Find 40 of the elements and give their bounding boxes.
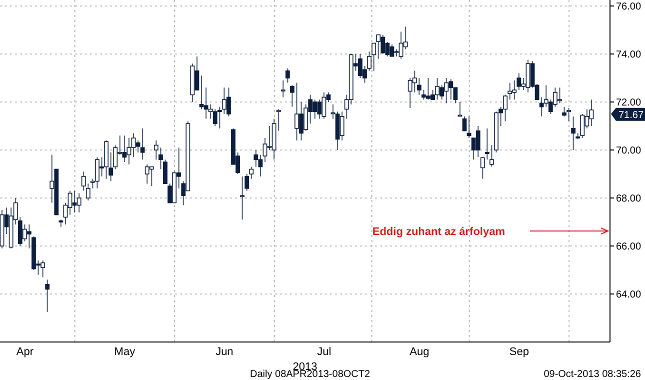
x-tick-label: Sep xyxy=(509,346,529,358)
candlestick xyxy=(476,126,480,158)
y-tick-label: 76.00 xyxy=(616,2,642,13)
y-tick-label: 64.00 xyxy=(616,290,642,301)
text: 71.67 xyxy=(618,110,644,121)
candlestick xyxy=(76,192,82,213)
x-tick-label: May xyxy=(114,346,136,358)
candlestick xyxy=(45,279,50,312)
y-tick-label: 66.00 xyxy=(616,242,642,253)
candlestick xyxy=(280,80,286,98)
candlestick xyxy=(580,114,585,138)
candlestick xyxy=(240,176,245,220)
candlestick xyxy=(254,150,258,168)
candlestick xyxy=(131,132,136,158)
candlestick xyxy=(571,116,576,150)
x-tick-label: Jun xyxy=(216,346,234,358)
x-tick-label: Aug xyxy=(410,346,430,358)
candlestick xyxy=(285,68,290,84)
candlestick xyxy=(68,190,72,216)
candlestick xyxy=(508,82,512,100)
candlestick xyxy=(262,138,268,162)
candlestick xyxy=(412,70,417,93)
candlestick xyxy=(376,34,381,60)
annotation: Eddig zuhant az árfolyam xyxy=(372,226,506,238)
candlestick xyxy=(372,42,376,72)
candlestick xyxy=(140,128,145,160)
text: 09-Oct-2013 08:35:26 xyxy=(544,369,641,380)
y-tick-label: 70.00 xyxy=(616,146,642,157)
y-tick-label: 72.00 xyxy=(616,98,642,109)
x-tick-label: Apr xyxy=(16,346,34,358)
candlestick xyxy=(149,166,154,186)
y-tick-label: 74.00 xyxy=(616,50,642,61)
text: Daily 08APR2013-08OCT2 xyxy=(250,369,370,380)
candlestick xyxy=(416,78,422,96)
candlestick xyxy=(526,59,530,93)
y-tick-label: 68.00 xyxy=(616,194,642,205)
candlestick xyxy=(462,116,467,132)
candlestick xyxy=(136,140,140,153)
x-tick-label: Jul xyxy=(317,346,332,358)
candlestick xyxy=(566,108,571,122)
